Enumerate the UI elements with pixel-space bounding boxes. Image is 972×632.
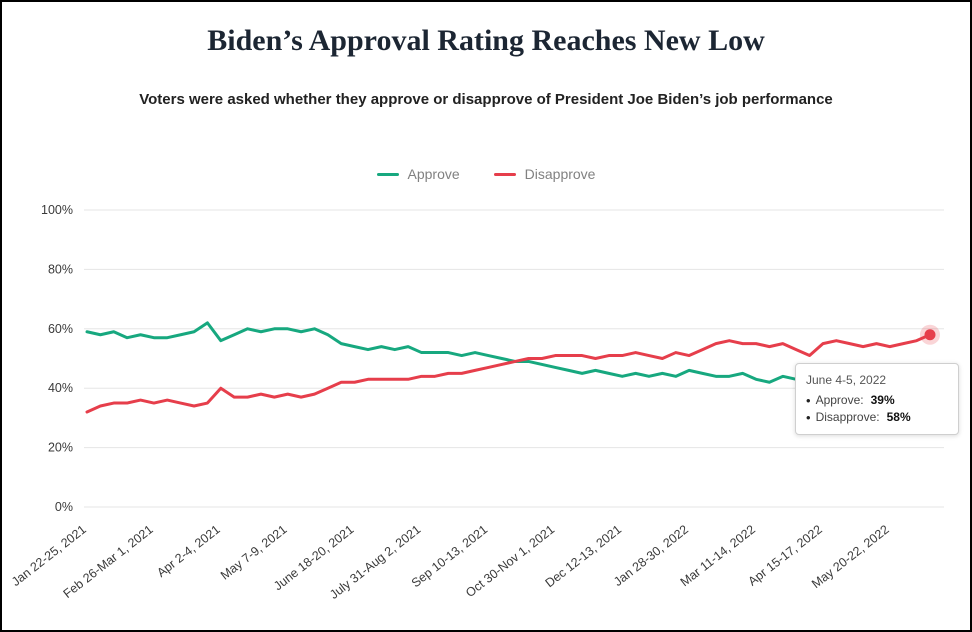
y-axis-tick-label: 100% (41, 203, 73, 217)
tooltip-approve-label: Approve: (815, 393, 864, 407)
y-axis-tick-label: 80% (48, 262, 73, 276)
tooltip-disapprove-label: Disapprove: (815, 410, 880, 424)
disapprove-swatch (493, 172, 516, 176)
y-axis-tick-label: 20% (48, 441, 73, 455)
legend-item-disapprove[interactable]: Disapprove (493, 166, 596, 182)
chart-tooltip: June 4-5, 2022 • Approve: 39% • Disappro… (795, 363, 959, 435)
disapprove-line[interactable] (85, 333, 932, 414)
y-axis-tick-label: 40% (48, 381, 73, 395)
chart-area[interactable]: 0% 20% 40% 60% 80% 100% Jan 22-25, 2021 Feb 26-… (2, 198, 970, 628)
approve-swatch (376, 172, 399, 176)
tooltip-date: June 4-5, 2022 (806, 373, 887, 387)
tooltip-approve-value: 39% (870, 393, 895, 407)
bullet-icon: • (806, 393, 811, 408)
x-axis-tick-label: Apr 2-4, 2021 (154, 522, 222, 580)
tooltip-disapprove-value: 58% (886, 410, 911, 424)
tooltip-row-disapprove: • Disapprove: 58% (806, 409, 948, 426)
y-axis-tick-label: 0% (55, 500, 73, 514)
bullet-icon: • (806, 410, 811, 425)
approve-line[interactable] (85, 321, 932, 393)
legend-item-approve[interactable]: Approve (376, 166, 460, 182)
page-subtitle: Voters were asked whether they approve o… (139, 91, 833, 108)
tooltip-row-approve: • Approve: 39% (806, 392, 948, 409)
x-axis-tick-label: May 7-9, 2021 (218, 522, 290, 582)
legend-label-disapprove: Disapprove (524, 166, 596, 182)
legend: Approve Disapprove (2, 164, 970, 184)
page-title: Biden’s Approval Rating Reaches New Low (207, 24, 765, 57)
y-axis-tick-label: 60% (48, 322, 73, 336)
disapprove-endpoint-marker[interactable] (924, 329, 936, 341)
legend-label-approve: Approve (407, 166, 460, 182)
